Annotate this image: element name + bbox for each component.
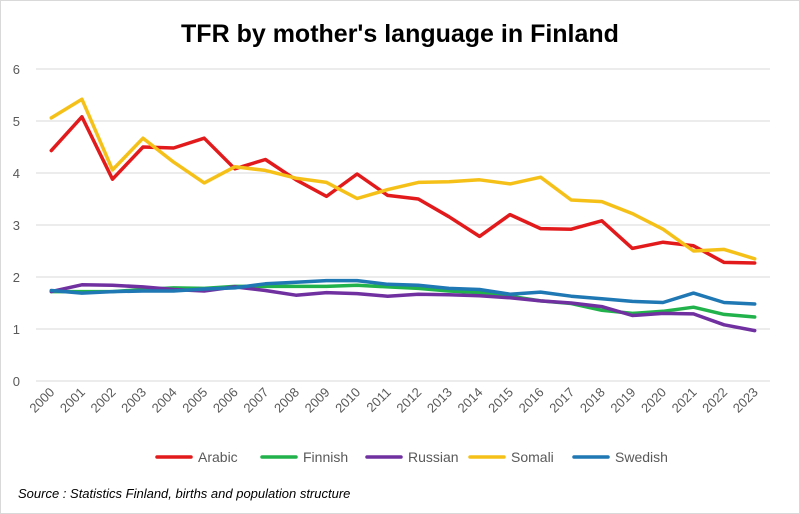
series-line-swedish: [49, 278, 757, 306]
x-tick-label: 2010: [332, 385, 363, 416]
x-tick-label: 2013: [424, 385, 455, 416]
y-tick-label: 1: [13, 322, 20, 337]
y-tick-label: 5: [13, 114, 20, 129]
x-tick-label: 2021: [669, 385, 700, 416]
legend-label-arabic: Arabic: [198, 449, 238, 465]
y-tick-label: 2: [13, 270, 20, 285]
x-tick-label: 2019: [607, 385, 638, 416]
x-tick-label: 2009: [302, 385, 333, 416]
x-tick-label: 2023: [730, 385, 761, 416]
legend: Arabic Finnish Russian Somali Swedish: [155, 449, 668, 465]
y-tick-label: 6: [13, 62, 20, 77]
x-tick-label: 2011: [363, 385, 393, 415]
legend-label-somali: Somali: [511, 449, 554, 465]
series-line-russian: [49, 283, 757, 333]
x-tick-label: 2020: [638, 385, 669, 416]
x-tick-label: 2006: [210, 385, 241, 416]
legend-label-russian: Russian: [408, 449, 459, 465]
y-tick-label: 4: [13, 166, 20, 181]
y-axis-ticks: 0 1 2 3 4 5 6: [13, 62, 20, 389]
x-tick-label: 2014: [455, 385, 486, 416]
x-tick-label: 2001: [57, 385, 88, 416]
source-note: Source : Statistics Finland, births and …: [18, 486, 351, 501]
x-tick-label: 2017: [546, 385, 577, 416]
legend-label-finnish: Finnish: [303, 449, 348, 465]
x-tick-label: 2012: [393, 385, 424, 416]
y-tick-label: 0: [13, 374, 20, 389]
x-tick-label: 2005: [179, 385, 210, 416]
x-tick-label: 2022: [699, 385, 730, 416]
x-tick-label: 2015: [485, 385, 516, 416]
y-tick-label: 3: [13, 218, 20, 233]
x-tick-label: 2018: [577, 385, 608, 416]
x-tick-label: 2002: [88, 385, 119, 416]
x-tick-label: 2003: [118, 385, 149, 416]
x-axis-ticks: 2000 2001 2002 2003 2004 2005 2006 2007 2008 2009…: [26, 385, 760, 416]
legend-label-swedish: Swedish: [615, 449, 668, 465]
x-tick-label: 2000: [26, 385, 57, 416]
x-tick-label: 2004: [149, 385, 180, 416]
series-line-somali: [49, 97, 757, 261]
series-lines: [49, 97, 757, 333]
x-tick-label: 2016: [516, 385, 547, 416]
chart-title: TFR by mother's language in Finland: [181, 20, 619, 48]
x-tick-label: 2008: [271, 385, 302, 416]
gridlines: [36, 68, 770, 382]
x-tick-label: 2007: [240, 385, 271, 416]
series-line-arabic: [49, 115, 757, 265]
